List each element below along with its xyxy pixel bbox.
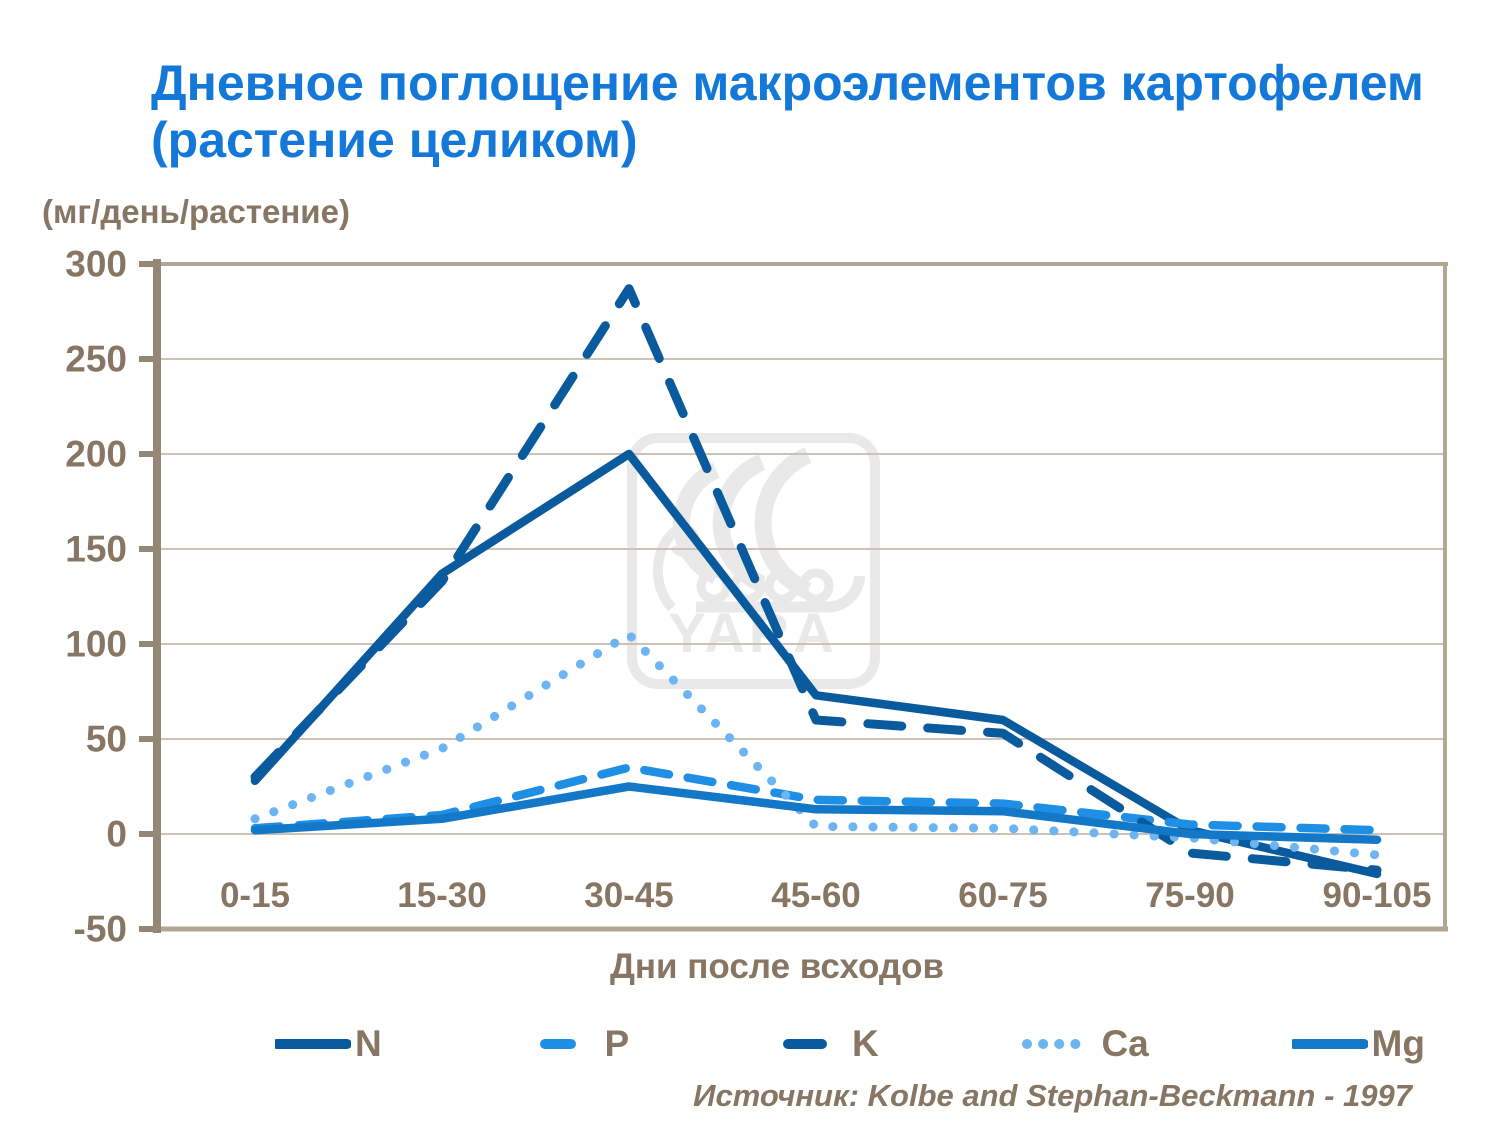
source-text: Источник: Kolbe and Stephan-Beckmann - 1…	[693, 1078, 1412, 1113]
series-line-K	[250, 284, 1382, 875]
legend-label: P	[604, 1023, 630, 1064]
series-line-Mg	[250, 782, 1382, 844]
y-tick-label: 250	[65, 339, 127, 380]
y-tick-label: 100	[65, 624, 127, 665]
y-tick-label: 200	[65, 434, 127, 475]
x-tick-label: 0-15	[220, 876, 290, 915]
data-series	[250, 284, 1382, 879]
x-tick-label: 60-75	[958, 876, 1048, 915]
legend-item-Mg: Mg	[1291, 1023, 1425, 1065]
plot-frame	[153, 259, 1448, 933]
legend-label: Ca	[1101, 1023, 1149, 1064]
y-tick-label: 0	[106, 814, 127, 855]
chart-title-line2: (растение целиком)	[151, 111, 638, 168]
x-axis-title: Дни после всходов	[609, 947, 945, 986]
x-tick-label: 15-30	[397, 876, 487, 915]
x-tick-label: 75-90	[1145, 876, 1235, 915]
x-tick-label: 45-60	[771, 876, 861, 915]
y-tick-label: 150	[65, 529, 127, 570]
legend-swatch-N	[275, 1039, 351, 1049]
legend-swatch-Mg	[1291, 1039, 1368, 1049]
watermark-shield	[798, 568, 834, 604]
watermark-frame	[627, 433, 880, 689]
legend-label: Mg	[1371, 1023, 1425, 1064]
legend-item-N: N	[275, 1023, 382, 1065]
y-axis-labels: 300 250 200 150 100 50 0 -50	[65, 244, 127, 950]
y-tick-label: -50	[74, 909, 127, 950]
x-axis-labels: 0-15 15-30 30-45 45-60 60-75 75-90 90-105	[220, 876, 1432, 915]
x-tick-label: 30-45	[584, 876, 674, 915]
watermark-hull	[696, 575, 866, 613]
legend-item-P: P	[525, 1023, 630, 1065]
watermark: YARA	[627, 433, 880, 689]
legend-label: N	[355, 1023, 382, 1064]
legend-label: K	[851, 1023, 879, 1064]
legend: N P K Ca Mg	[275, 1020, 1425, 1068]
legend-swatch-K	[782, 1039, 827, 1049]
legend-item-K: K	[772, 1023, 879, 1065]
chart-title-line1: Дневное поглощение макроэлементов картоф…	[151, 55, 1424, 111]
x-tick-label: 90-105	[1323, 876, 1432, 915]
chart-title: Дневное поглощение макроэлементов картоф…	[151, 55, 1481, 168]
legend-item-Ca: Ca	[1021, 1023, 1149, 1065]
legend-swatch-P	[539, 1039, 576, 1049]
y-axis-ticks	[139, 261, 157, 932]
y-tick-label: 300	[65, 244, 127, 285]
y-tick-label: 50	[86, 719, 127, 760]
legend-swatch-Ca	[1022, 1039, 1089, 1049]
y-axis-unit-label: (мг/день/растение)	[42, 193, 350, 230]
watermark-shield	[764, 568, 800, 604]
